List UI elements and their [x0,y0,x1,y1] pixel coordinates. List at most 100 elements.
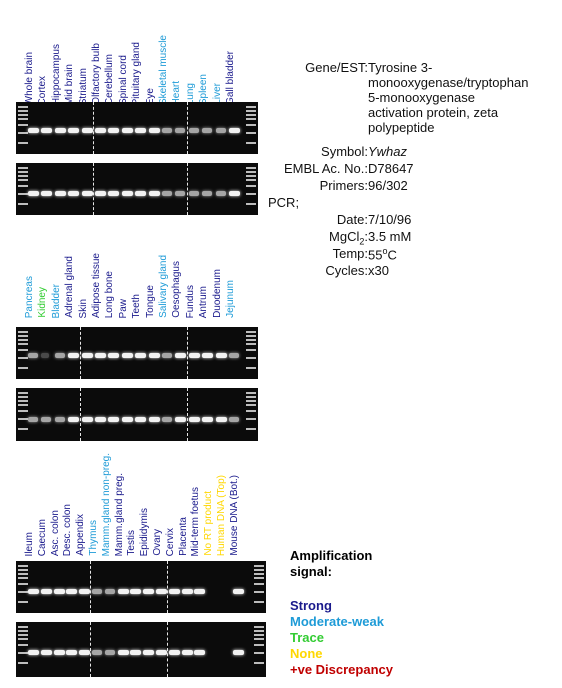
legend-discrepancy: +ve Discrepancy [290,662,393,677]
gel-divider [166,622,168,677]
pcr-band [148,417,160,422]
date-value: 7/10/96 [368,212,412,227]
pcr-band [81,191,93,196]
pcr-band [162,191,172,196]
symbol-value: Ywhaz [368,144,408,159]
ladder-lane [246,388,256,441]
lane-label: Striatum [77,67,89,105]
pcr-band [81,353,93,358]
panel-2-lane-labels: Pancreas Kidney Bladder Adrenal gland Skin Ad… [18,218,258,318]
lane-label: Mamm.gland preg. [113,472,125,556]
gene-line: activation protein, zeta [368,105,499,120]
embl-value: D78647 [368,161,414,176]
ladder-lane [254,622,264,677]
pcr-band [229,191,240,196]
lane-label: Skeletal muscle [158,34,169,105]
lane-label: Ovary [152,529,163,556]
pcr-band [108,353,120,358]
pcr-band [28,353,38,358]
mgcl-label: MgCl2: [268,229,368,247]
pcr-band [135,191,147,196]
pcr-band [194,589,206,594]
gel-divider [166,561,168,613]
pcr-band [79,650,91,655]
lane-label: Desc. colon [62,503,74,556]
lane-label: Placenta [177,517,189,556]
date-label: Date: [336,212,368,227]
pcr-band [41,417,52,422]
pcr-band [148,128,160,133]
pcr-band [168,589,180,594]
pcr-band [54,191,66,196]
pcr-band [54,128,66,133]
pcr-band [229,417,239,422]
pcr-band [40,589,52,594]
lane-label: Cervix [164,527,176,556]
temp-value: 55oC [368,246,397,262]
temp-degree: o [382,246,388,256]
symbol-label: Symbol: [321,144,368,159]
pcr-band [68,191,80,196]
gel-divider [186,327,188,379]
temp-unit: C [387,247,397,263]
lane-label: Asc. colon [49,509,61,556]
pcr-band [53,650,65,655]
gel-divider [186,388,188,441]
pcr-band [121,353,133,358]
primers-value: 96/302 [368,178,408,193]
pcr-band [202,353,214,358]
pcr-band [175,417,187,422]
lane-label: Bladder [50,283,62,318]
lane-label: Teeth [131,293,143,318]
pcr-band [130,589,142,594]
pcr-band [215,191,226,196]
gene-line: monooxygenase/tryptophan [368,75,529,90]
panel-3-gel-bottom [16,622,266,677]
pcr-band [95,191,106,196]
pcr-band [175,191,186,196]
lane-label: Tongue [144,285,156,318]
ladder-lane [254,561,264,613]
pcr-band [202,128,213,133]
cycles-value: x30 [368,263,389,278]
pcr-band [41,191,53,196]
pcr-band [79,589,91,594]
panel-1-lane-labels: Whole brain Cortex Hippocampus Mid brain Str… [18,5,258,105]
gel-divider [90,561,91,613]
legend-moderate: Moderate-weak [290,614,384,629]
pcr-band [28,417,38,422]
ladder-lane [246,102,256,154]
gel-divider [93,102,94,154]
pcr-band [232,650,244,655]
pcr-band [66,650,78,655]
pcr-band [81,417,93,422]
pcr-band [28,650,39,655]
mgcl-text: MgCl [329,229,360,244]
ladder-lane [18,102,28,154]
lane-label: Hippocampus [50,43,62,105]
ladder-lane [18,622,28,677]
pcr-band [104,589,115,594]
pcr-band [229,128,240,133]
pcr-band [68,417,80,422]
cycles-label: Cycles: [325,263,368,278]
pcr-band [68,128,80,133]
legend-none: None [290,646,323,661]
pcr-band [202,417,214,422]
pcr-band [188,128,199,133]
lane-label: Adrenal gland [64,256,76,318]
pcr-band [53,589,65,594]
pcr-band [92,589,102,594]
lane-label: Mouse DNA (Bot.) [228,475,240,556]
gene-line: polypeptide [368,120,435,135]
lane-label: Testis [126,530,138,556]
lane-label: Olfactory bulb [91,43,102,105]
pcr-band [194,650,206,655]
pcr-band [162,353,172,358]
gel-divider [79,388,81,441]
pcr-band [54,353,65,358]
pcr-band [188,191,199,196]
legend-title-line1: Amplification [290,548,373,563]
pcr-band [162,417,172,422]
pcr-band [28,128,39,133]
